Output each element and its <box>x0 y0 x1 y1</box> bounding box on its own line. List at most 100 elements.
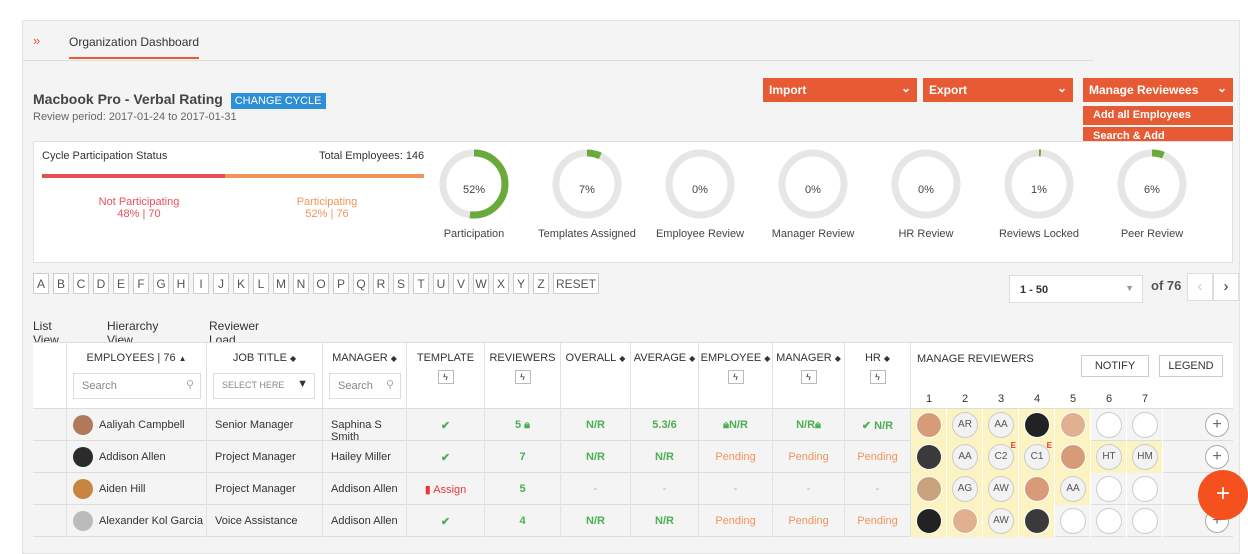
employee-search-input[interactable]: Search ⚲ <box>73 373 201 399</box>
employee-cell[interactable]: Aiden Hill <box>67 473 207 505</box>
reviewer-slot[interactable]: AR <box>947 409 983 441</box>
reviewer-initials[interactable]: C2 <box>988 444 1014 470</box>
row-select-cell[interactable] <box>33 473 67 505</box>
reset-filter-button[interactable]: RESET <box>553 273 599 294</box>
employee-name[interactable]: Aaliyah Campbell <box>99 419 185 431</box>
template-cell[interactable]: ✔ <box>407 441 485 473</box>
reviewer-avatar[interactable] <box>1060 444 1086 470</box>
reviewer-slot[interactable] <box>911 505 947 537</box>
letter-filter-z[interactable]: Z <box>533 273 549 294</box>
manage-reviewees-dropdown[interactable]: Manage Reviewees ⌄ <box>1083 78 1233 102</box>
table-row[interactable]: Addison Allen Project Manager Hailey Mille… <box>33 441 1233 473</box>
reviewer-slot[interactable] <box>1091 473 1127 505</box>
reviewer-slot[interactable] <box>947 505 983 537</box>
reviewer-initials[interactable] <box>1060 508 1086 534</box>
header-reviewers[interactable]: REVIEWERS ϟ <box>485 343 561 409</box>
reviewer-slot[interactable]: AW <box>983 473 1019 505</box>
reviewer-avatar[interactable] <box>916 412 942 438</box>
employee-cell[interactable]: Addison Allen <box>67 441 207 473</box>
reviewer-slot[interactable] <box>911 473 947 505</box>
breadcrumb-title[interactable]: Organization Dashboard <box>69 35 200 59</box>
reviewer-avatar[interactable] <box>952 508 978 534</box>
reviewer-slot[interactable]: AA <box>1055 473 1091 505</box>
manager-review-cell[interactable]: Pending <box>773 441 845 473</box>
letter-filter-y[interactable]: Y <box>513 273 529 294</box>
template-cell[interactable]: ✔ <box>407 505 485 537</box>
reviewer-initials[interactable]: AG <box>952 476 978 502</box>
employee-review-cell[interactable]: Pending <box>699 505 773 537</box>
letter-filter-p[interactable]: P <box>333 273 349 294</box>
table-row[interactable]: Aiden Hill Project Manager Addison Allen ▮ … <box>33 473 1233 505</box>
prev-page-button[interactable]: ‹ <box>1187 273 1213 301</box>
reviewer-slot[interactable] <box>1127 409 1163 441</box>
reviewer-slot[interactable]: AA <box>947 441 983 473</box>
header-hr[interactable]: HR ◆ ϟ <box>845 343 911 409</box>
double-chevron-down-icon[interactable]: » <box>33 33 41 48</box>
reviewer-avatar[interactable] <box>916 508 942 534</box>
letter-filter-g[interactable]: G <box>153 273 169 294</box>
hr-review-cell[interactable]: - <box>845 473 911 505</box>
bolt-icon[interactable]: ϟ <box>800 370 817 384</box>
reviewer-initials[interactable]: AW <box>988 476 1014 502</box>
reviewer-slot[interactable] <box>1019 409 1055 441</box>
header-manager-review[interactable]: MANAGER ◆ ϟ <box>773 343 845 409</box>
manager-review-cell[interactable]: - <box>773 473 845 505</box>
reviewer-slot[interactable] <box>911 441 947 473</box>
row-select-cell[interactable] <box>33 505 67 537</box>
bolt-icon[interactable]: ϟ <box>437 370 454 384</box>
reviewer-slot[interactable] <box>1127 473 1163 505</box>
reviewer-initials[interactable] <box>1096 476 1122 502</box>
letter-filter-m[interactable]: M <box>273 273 289 294</box>
reviewer-slot[interactable] <box>1127 505 1163 537</box>
reviewer-slot[interactable]: HT <box>1091 441 1127 473</box>
reviewer-slot[interactable] <box>1055 409 1091 441</box>
letter-filter-s[interactable]: S <box>393 273 409 294</box>
reviewer-slot[interactable] <box>1055 441 1091 473</box>
change-cycle-button[interactable]: CHANGE CYCLE <box>230 93 326 109</box>
legend-button[interactable]: LEGEND <box>1159 355 1223 377</box>
employee-cell[interactable]: Aaliyah Campbell <box>67 409 207 441</box>
reviewer-slot[interactable]: C2 E <box>983 441 1019 473</box>
manager-review-cell[interactable]: Pending <box>773 505 845 537</box>
reviewer-initials[interactable] <box>1096 412 1122 438</box>
letter-filter-n[interactable]: N <box>293 273 309 294</box>
import-dropdown[interactable]: Import ⌄ <box>763 78 917 102</box>
header-average[interactable]: AVERAGE ◆ <box>631 343 699 409</box>
participating[interactable]: Participating 52% | 76 <box>282 196 372 220</box>
reviewer-initials[interactable]: AR <box>952 412 978 438</box>
reviewer-slot[interactable] <box>1019 505 1055 537</box>
bolt-icon[interactable]: ϟ <box>514 370 531 384</box>
reviewer-avatar[interactable] <box>916 476 942 502</box>
employee-name[interactable]: Alexander Kol Garcia <box>99 515 203 527</box>
reviewer-avatar[interactable] <box>916 444 942 470</box>
reviewer-initials[interactable]: AA <box>1060 476 1086 502</box>
reviewer-slot[interactable] <box>1091 409 1127 441</box>
reviewer-slot[interactable]: HM <box>1127 441 1163 473</box>
letter-filter-i[interactable]: I <box>193 273 209 294</box>
export-dropdown[interactable]: Export ⌄ <box>923 78 1073 102</box>
letter-filter-c[interactable]: C <box>73 273 89 294</box>
letter-filter-f[interactable]: F <box>133 273 149 294</box>
employee-review-cell[interactable]: 🔒︎N/R <box>699 409 773 441</box>
letter-filter-e[interactable]: E <box>113 273 129 294</box>
reviewer-initials[interactable]: AW <box>988 508 1014 534</box>
reviewer-slot[interactable] <box>911 409 947 441</box>
letter-filter-x[interactable]: X <box>493 273 509 294</box>
employee-name[interactable]: Aiden Hill <box>99 483 146 495</box>
header-employee-review[interactable]: EMPLOYEE ◆ ϟ <box>699 343 773 409</box>
hr-review-cell[interactable]: Pending <box>845 441 911 473</box>
letter-filter-w[interactable]: W <box>473 273 489 294</box>
reviewer-initials[interactable]: C1 <box>1024 444 1050 470</box>
employee-review-cell[interactable]: Pending <box>699 441 773 473</box>
template-cell[interactable]: ▮ Assign <box>407 473 485 505</box>
header-overall[interactable]: OVERALL ◆ <box>561 343 631 409</box>
letter-filter-k[interactable]: K <box>233 273 249 294</box>
letter-filter-v[interactable]: V <box>453 273 469 294</box>
reviewers-count-cell[interactable]: 4 <box>485 505 561 537</box>
reviewer-avatar[interactable] <box>1060 412 1086 438</box>
next-page-button[interactable]: › <box>1213 273 1239 301</box>
menu-add-all-employees[interactable]: Add all Employees <box>1083 106 1233 125</box>
reviewer-initials[interactable]: AA <box>988 412 1014 438</box>
reviewers-count-cell[interactable]: 5 <box>485 473 561 505</box>
hr-review-cell[interactable]: Pending <box>845 505 911 537</box>
